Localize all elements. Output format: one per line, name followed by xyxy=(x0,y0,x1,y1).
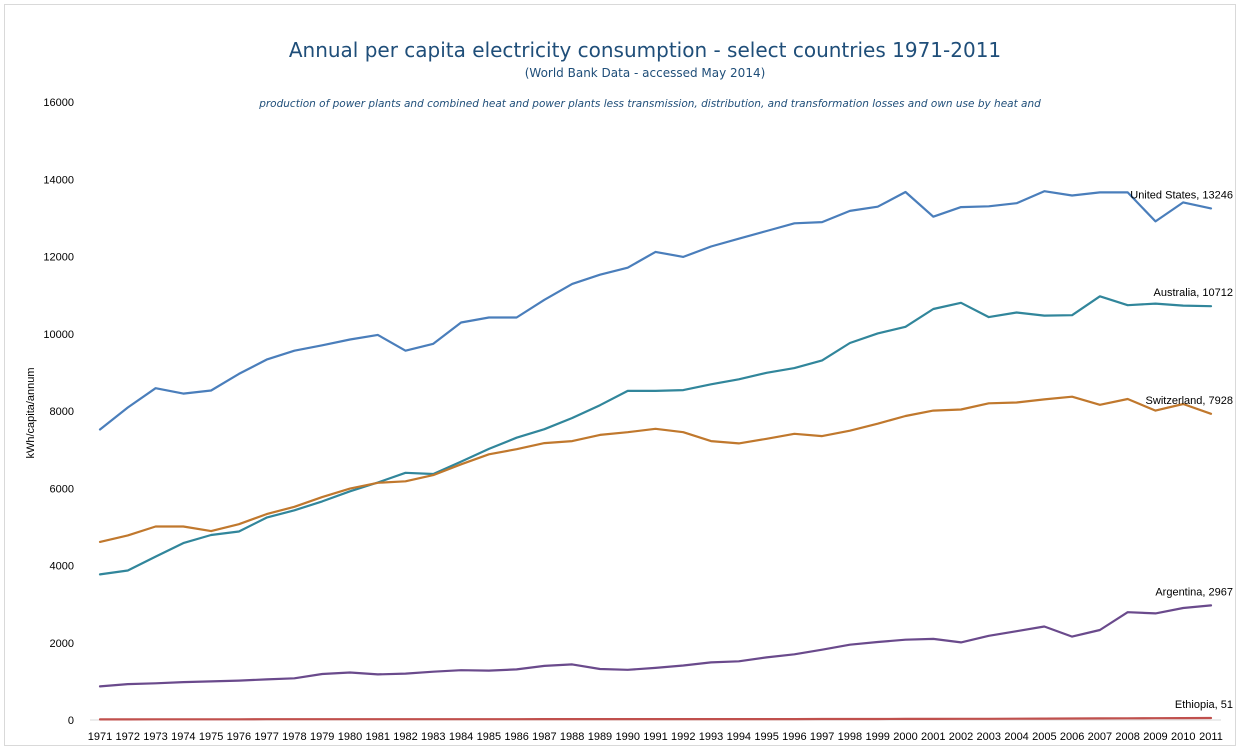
x-tick-label: 2006 xyxy=(1060,731,1084,743)
y-tick-label: 8000 xyxy=(50,406,74,418)
x-tick-label: 1999 xyxy=(865,731,889,743)
series-end-label-switzerland: Switzerland, 7928 xyxy=(1146,395,1233,407)
series-end-label-argentina: Argentina, 2967 xyxy=(1155,586,1233,598)
x-tick-label: 2002 xyxy=(949,731,973,743)
series-line-argentina xyxy=(98,604,1213,688)
x-tick-label: 1992 xyxy=(671,731,695,743)
x-tick-label: 1991 xyxy=(643,731,667,743)
series-end-labels: United States, 13246 Australia, 10712 Swit… xyxy=(1130,189,1233,711)
x-tick-label: 1975 xyxy=(199,731,223,743)
x-tick-label: 1995 xyxy=(754,731,778,743)
y-axis: 0 2000 4000 6000 8000 10000 12000 14000 16000 xyxy=(43,97,74,727)
x-tick-label: 1981 xyxy=(366,731,390,743)
x-tick-label: 1983 xyxy=(421,731,445,743)
x-tick-label: 1987 xyxy=(532,731,556,743)
y-tick-label: 14000 xyxy=(43,174,74,186)
x-tick-label: 1980 xyxy=(338,731,362,743)
series-end-label-ethiopia: Ethiopia, 51 xyxy=(1175,699,1233,711)
series-end-label-united-states: United States, 13246 xyxy=(1130,189,1233,201)
x-tick-label: 2005 xyxy=(1032,731,1056,743)
y-tick-label: 16000 xyxy=(43,97,74,109)
chart-note: production of power plants and combined … xyxy=(258,98,1041,110)
x-tick-label: 1988 xyxy=(560,731,584,743)
x-tick-label: 2003 xyxy=(977,731,1001,743)
y-tick-label: 10000 xyxy=(43,329,74,341)
series-line-switzerland xyxy=(98,395,1213,544)
x-tick-label: 1977 xyxy=(254,731,278,743)
x-tick-label: 1978 xyxy=(282,731,306,743)
x-tick-label: 1990 xyxy=(615,731,639,743)
y-axis-label: kWh/capita/annum xyxy=(25,367,37,458)
x-axis: 1971 1972 1973 1974 1975 1976 1977 1978 1979 1980… xyxy=(88,731,1223,743)
x-tick-label: 1971 xyxy=(88,731,112,743)
x-tick-label: 1989 xyxy=(588,731,612,743)
x-tick-label: 2009 xyxy=(1143,731,1167,743)
y-tick-label: 4000 xyxy=(50,561,74,573)
x-tick-label: 1996 xyxy=(782,731,806,743)
x-tick-label: 1974 xyxy=(171,731,195,743)
chart-subtitle: (World Bank Data - accessed May 2014) xyxy=(525,66,766,80)
x-tick-label: 2001 xyxy=(921,731,945,743)
x-tick-label: 1993 xyxy=(699,731,723,743)
x-tick-label: 1998 xyxy=(838,731,862,743)
x-tick-label: 1986 xyxy=(504,731,528,743)
y-tick-label: 2000 xyxy=(50,638,74,650)
x-tick-label: 1982 xyxy=(393,731,417,743)
x-tick-label: 1984 xyxy=(449,731,473,743)
x-tick-label: 1985 xyxy=(477,731,501,743)
y-tick-label: 6000 xyxy=(50,483,74,495)
series-line-australia xyxy=(98,295,1213,576)
x-tick-label: 2010 xyxy=(1171,731,1195,743)
y-tick-label: 12000 xyxy=(43,252,74,264)
series-line-united-states xyxy=(98,190,1213,431)
chart-frame xyxy=(4,4,1236,746)
x-tick-label: 2008 xyxy=(1115,731,1139,743)
series-end-label-australia: Australia, 10712 xyxy=(1154,287,1234,299)
chart-title: Annual per capita electricity consumptio… xyxy=(289,38,1001,62)
x-tick-label: 2004 xyxy=(1004,731,1028,743)
series-lines xyxy=(98,190,1213,721)
series-line-ethiopia xyxy=(98,716,1213,721)
x-tick-label: 2000 xyxy=(893,731,917,743)
x-tick-label: 2007 xyxy=(1088,731,1112,743)
x-tick-label: 1973 xyxy=(143,731,167,743)
x-tick-label: 1997 xyxy=(810,731,834,743)
x-tick-label: 1979 xyxy=(310,731,334,743)
x-tick-label: 1972 xyxy=(116,731,140,743)
x-tick-label: 1976 xyxy=(227,731,251,743)
x-tick-label: 2011 xyxy=(1199,731,1223,743)
x-tick-label: 1994 xyxy=(727,731,751,743)
y-tick-label: 0 xyxy=(68,715,74,727)
